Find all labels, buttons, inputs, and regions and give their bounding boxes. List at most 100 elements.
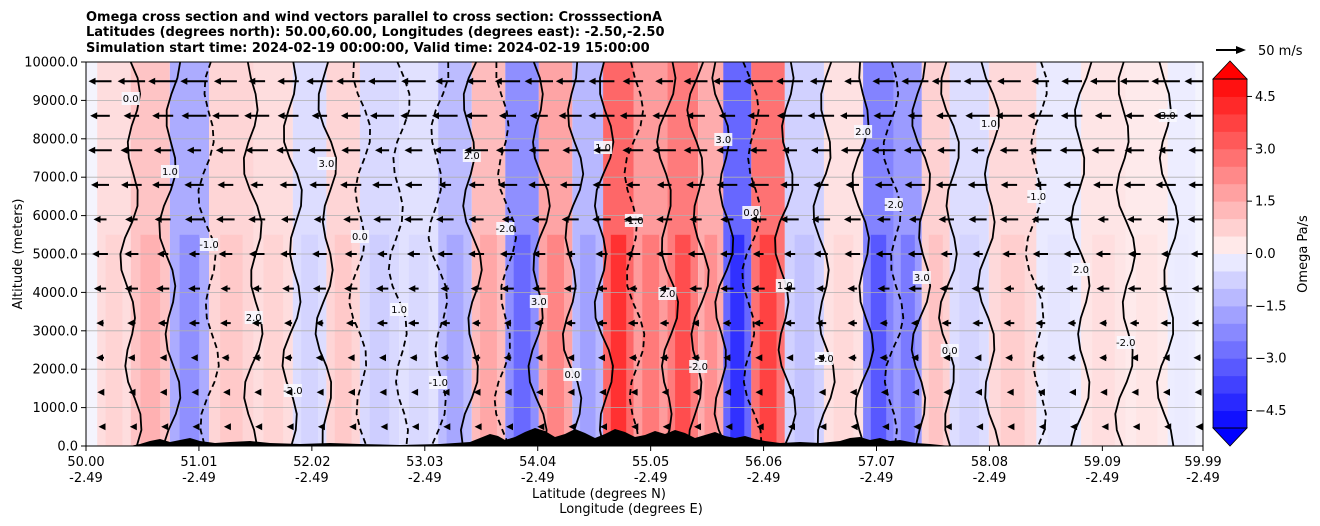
wind-vector-arrow-icon bbox=[598, 354, 605, 362]
wind-vector-arrow-icon bbox=[506, 423, 513, 431]
wind-vector-arrow-icon bbox=[720, 215, 734, 223]
wind-vector-arrow-icon bbox=[655, 77, 674, 85]
contour-line bbox=[774, 62, 797, 446]
wind-vector-arrow-icon bbox=[722, 319, 732, 327]
wind-vector-arrow-icon bbox=[315, 319, 324, 327]
wind-vector-arrow-icon bbox=[756, 423, 764, 431]
wind-vector-arrow-icon bbox=[1124, 146, 1145, 154]
wind-vector-arrow-icon bbox=[498, 112, 516, 120]
colorbar-label: Omega Pa/s bbox=[1296, 215, 1311, 293]
wind-vector-arrow-icon bbox=[784, 319, 795, 327]
wind-vector-arrow-icon bbox=[1162, 354, 1170, 362]
omega-column-core bbox=[1047, 234, 1070, 446]
wind-vector-arrow-icon bbox=[656, 215, 673, 223]
wind-vector-arrow-icon bbox=[404, 215, 423, 223]
contour-label-background bbox=[940, 344, 959, 357]
contour-label: 3.0 bbox=[914, 273, 930, 284]
wind-vector-arrow-icon bbox=[588, 112, 615, 120]
wind-vector-arrow-icon bbox=[277, 77, 299, 85]
wind-vector-arrow-icon bbox=[285, 388, 293, 396]
wind-vector-arrow-icon bbox=[943, 388, 951, 396]
contour-label: -2.0 bbox=[496, 224, 516, 235]
omega-column-core bbox=[480, 234, 497, 446]
wind-vector-arrow-icon bbox=[472, 354, 481, 362]
contour-line bbox=[1070, 62, 1093, 446]
wind-vector-arrow-icon bbox=[872, 77, 895, 85]
wind-vector-arrow-icon bbox=[1027, 112, 1053, 120]
y-tick-label: 1000.0 bbox=[33, 401, 79, 416]
wind-vector-arrow-icon bbox=[724, 388, 732, 396]
omega-column-core bbox=[1092, 234, 1115, 446]
colorbar-tick-label: 1.5 bbox=[1255, 195, 1276, 210]
wind-vector-arrow-icon bbox=[534, 319, 544, 327]
wind-vector-arrow-icon bbox=[747, 181, 769, 189]
wind-vector-arrow-icon bbox=[567, 388, 575, 396]
wind-vector-arrow-icon bbox=[161, 423, 169, 431]
wind-vector-arrow-icon bbox=[1184, 77, 1203, 85]
wind-vector-arrow-icon bbox=[871, 146, 896, 154]
wind-vector-arrow-icon bbox=[558, 112, 582, 120]
omega-column-core bbox=[513, 234, 531, 446]
wind-vector-arrow-icon bbox=[749, 146, 767, 154]
wind-vector-arrow-icon bbox=[1127, 215, 1142, 223]
contour-line bbox=[976, 62, 1001, 446]
wind-vector-arrow-icon bbox=[813, 250, 828, 258]
wind-vector-arrow-icon bbox=[623, 215, 642, 223]
wind-vector-arrow-icon bbox=[1069, 388, 1076, 396]
wind-vector-arrow-icon bbox=[593, 146, 610, 154]
contour-label: -2.0 bbox=[283, 386, 303, 397]
wind-vector-arrow-icon bbox=[1037, 388, 1045, 396]
wind-vector-arrow-icon bbox=[1124, 112, 1144, 120]
contour-label-background bbox=[160, 165, 179, 178]
wind-vector-arrow-icon bbox=[1059, 146, 1084, 154]
wind-vector-arrow-icon bbox=[1063, 181, 1080, 189]
wind-vector-arrow-icon bbox=[599, 388, 607, 396]
wind-vector-arrow-icon bbox=[876, 215, 891, 223]
wind-vector-arrow-icon bbox=[471, 319, 481, 327]
wind-vector-arrow-icon bbox=[873, 112, 894, 120]
omega-column-core bbox=[408, 234, 429, 446]
x-tick-label-latitude: 50.00 bbox=[67, 455, 104, 470]
wind-vector-arrow-icon bbox=[501, 285, 514, 293]
wind-vector-arrow-icon bbox=[565, 250, 576, 258]
contour-label: 0.0 bbox=[352, 232, 368, 243]
terrain-silhouette bbox=[86, 428, 1203, 446]
wind-vector-arrow-icon bbox=[907, 112, 923, 120]
wind-vector-arrow-icon bbox=[940, 250, 953, 258]
wind-vector-arrow-icon bbox=[720, 285, 734, 293]
contour-label-background bbox=[121, 92, 140, 105]
contour-label: 1.0 bbox=[777, 281, 793, 292]
x-tick-label-longitude: -2.49 bbox=[973, 471, 1007, 486]
contour-label: 0.0 bbox=[123, 94, 139, 105]
wind-vector-arrow-icon bbox=[686, 112, 705, 120]
wind-vector-arrow-icon bbox=[1099, 319, 1107, 327]
wind-vector-arrow-icon bbox=[252, 285, 262, 293]
omega-column-core bbox=[547, 234, 564, 446]
colorbar-segment bbox=[1213, 96, 1247, 115]
wind-vector-arrow-icon bbox=[344, 250, 357, 258]
wind-vector-arrow-icon bbox=[819, 423, 827, 431]
wind-vector-arrow-icon bbox=[435, 77, 455, 85]
wind-vector-arrow-icon bbox=[346, 319, 356, 327]
colorbar-segment bbox=[1213, 253, 1247, 272]
wind-vector-arrow-icon bbox=[788, 423, 795, 431]
wind-vector-arrow-icon bbox=[220, 285, 231, 293]
contour-line bbox=[387, 62, 411, 446]
wind-vector-arrow-icon bbox=[691, 319, 700, 327]
wind-vector-arrow-icon bbox=[997, 77, 1021, 85]
wind-vector-arrow-icon bbox=[848, 354, 857, 362]
wind-vector-arrow-icon bbox=[972, 319, 983, 327]
colorbar-segment bbox=[1213, 270, 1247, 289]
wind-vector-arrow-icon bbox=[1097, 215, 1109, 223]
wind-vector-arrow-icon bbox=[1160, 319, 1171, 327]
wind-vector-arrow-icon bbox=[1002, 250, 1016, 258]
wind-vector-arrow-icon bbox=[124, 250, 139, 258]
wind-vector-arrow-icon bbox=[248, 77, 266, 85]
wind-vector-arrow-icon bbox=[282, 285, 294, 293]
wind-vector-arrow-icon bbox=[252, 354, 261, 362]
x-tick-label-latitude: 59.09 bbox=[1084, 455, 1121, 470]
y-tick-label: 0.0 bbox=[57, 440, 78, 455]
wind-vector-arrow-icon bbox=[725, 423, 733, 431]
contour-label-background bbox=[496, 222, 515, 235]
omega-column-core bbox=[1174, 234, 1189, 446]
